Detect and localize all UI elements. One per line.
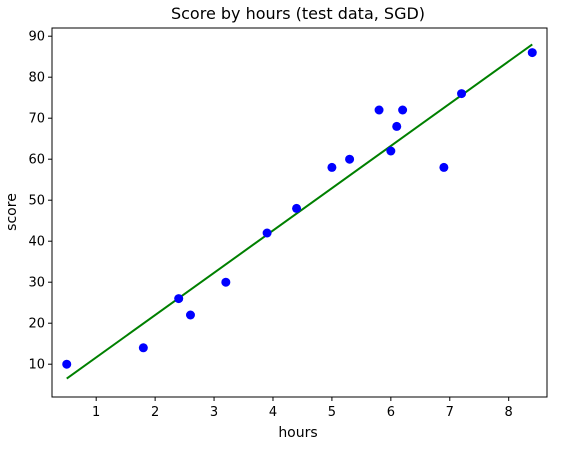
data-point <box>62 359 72 369</box>
x-tick-label: 3 <box>210 405 218 420</box>
chart-title: Score by hours (test data, SGD) <box>171 4 425 23</box>
plot-frame <box>51 27 548 398</box>
y-tick-label: 30 <box>28 276 45 291</box>
y-tick-label: 50 <box>28 194 45 209</box>
data-point <box>392 121 402 131</box>
x-tick-label: 2 <box>151 405 159 420</box>
data-point <box>138 343 148 353</box>
x-tick-label: 7 <box>446 405 454 420</box>
x-tick-label: 1 <box>92 405 100 420</box>
x-tick-label: 4 <box>269 405 277 420</box>
data-point <box>457 89 467 99</box>
data-point <box>262 228 272 238</box>
data-points-group <box>62 48 537 369</box>
data-point <box>185 310 195 320</box>
y-tick-label: 90 <box>28 30 45 45</box>
y-tick-label: 80 <box>28 71 45 86</box>
data-point <box>439 162 449 172</box>
y-axis-label: score <box>4 193 20 231</box>
data-point <box>327 162 337 172</box>
y-tick-label: 40 <box>28 235 45 250</box>
data-point <box>374 105 384 115</box>
y-tick-label: 60 <box>28 153 45 168</box>
data-point <box>345 154 355 164</box>
y-tick-label: 10 <box>28 358 45 373</box>
data-point <box>292 203 302 213</box>
data-point <box>386 146 396 156</box>
x-axis-label: hours <box>278 425 317 441</box>
x-tick-label: 5 <box>328 405 336 420</box>
y-tick-label: 70 <box>28 112 45 127</box>
x-axis-ticks: 1 2 3 4 5 6 7 8 <box>92 397 513 420</box>
y-tick-label: 20 <box>28 317 45 332</box>
x-tick-label: 6 <box>387 405 395 420</box>
y-axis-ticks: 10 20 30 40 50 60 70 80 90 <box>28 30 52 373</box>
data-point <box>527 48 537 58</box>
data-point <box>398 105 408 115</box>
data-point <box>174 294 184 304</box>
data-point <box>221 277 231 287</box>
x-tick-label: 8 <box>505 405 513 420</box>
